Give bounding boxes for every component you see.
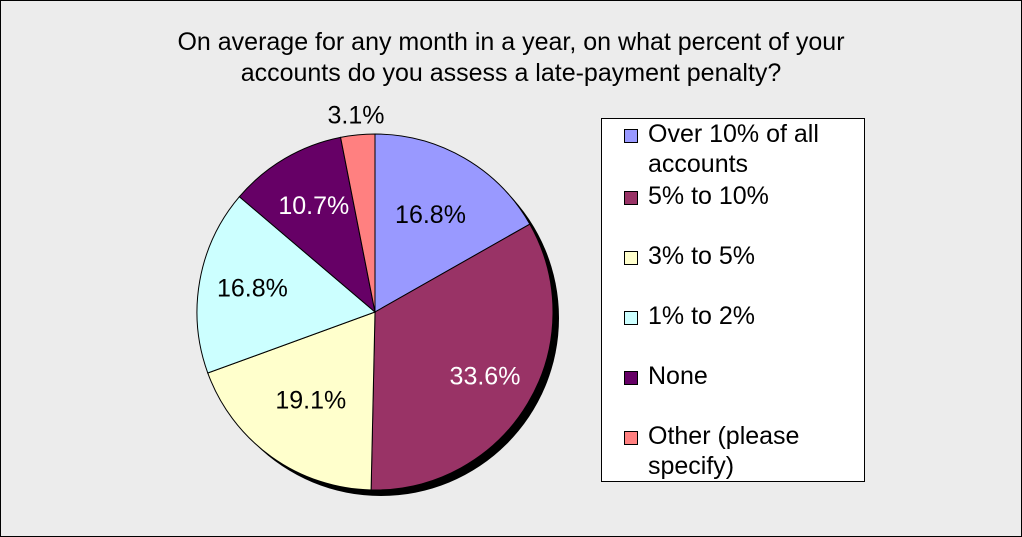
legend-label-6-line-1: Other (please (648, 422, 800, 450)
legend-swatch-4 (624, 311, 638, 325)
slice-label-1: 16.8% (395, 201, 466, 229)
chart-legend: Over 10% of all accounts 5% to 10% 3% to 5%… (601, 118, 865, 482)
legend-swatch-5 (624, 371, 638, 385)
legend-label-1: Over 10% of all accounts (648, 119, 863, 179)
slice-label-5: 10.7% (278, 192, 349, 220)
legend-label-2: 5% to 10% (648, 181, 863, 211)
legend-label-1-line-2: accounts (648, 150, 749, 178)
pie-slice-4 (196, 196, 376, 374)
legend-label-3: 3% to 5% (648, 241, 863, 271)
pie-slice-5 (238, 136, 376, 314)
slice-label-2: 33.6% (450, 362, 521, 390)
legend-label-4-line-1: 1% to 2% (648, 302, 756, 330)
legend-label-5: None (648, 361, 863, 391)
slice-label-3: 19.1% (275, 386, 346, 414)
pie-slice-1 (374, 133, 531, 313)
legend-swatch-6 (624, 431, 638, 445)
legend-swatch-3 (624, 251, 638, 265)
legend-swatch-2 (624, 191, 638, 205)
legend-label-6: Other (please specify) (648, 421, 863, 481)
legend-label-3-line-1: 3% to 5% (648, 242, 756, 270)
legend-label-6-line-2: specify) (648, 452, 735, 480)
legend-label-1-line-1: Over 10% of all (648, 120, 819, 148)
pie-slice-3 (207, 311, 376, 491)
pie-slice-6 (339, 133, 376, 313)
legend-label-2-line-1: 5% to 10% (648, 182, 769, 210)
legend-label-5-line-1: None (648, 362, 708, 390)
pie-slice-2 (370, 223, 554, 491)
slice-label-6: 3.1% (328, 102, 385, 130)
legend-label-4: 1% to 2% (648, 301, 863, 331)
slice-label-4: 16.8% (217, 275, 288, 303)
chart-title: On average for any month in a year, on w… (61, 27, 961, 89)
legend-swatch-1 (624, 129, 638, 143)
chart-title-line-1: On average for any month in a year, on w… (177, 28, 845, 56)
chart-title-line-2: accounts do you assess a late-payment pe… (240, 59, 782, 87)
